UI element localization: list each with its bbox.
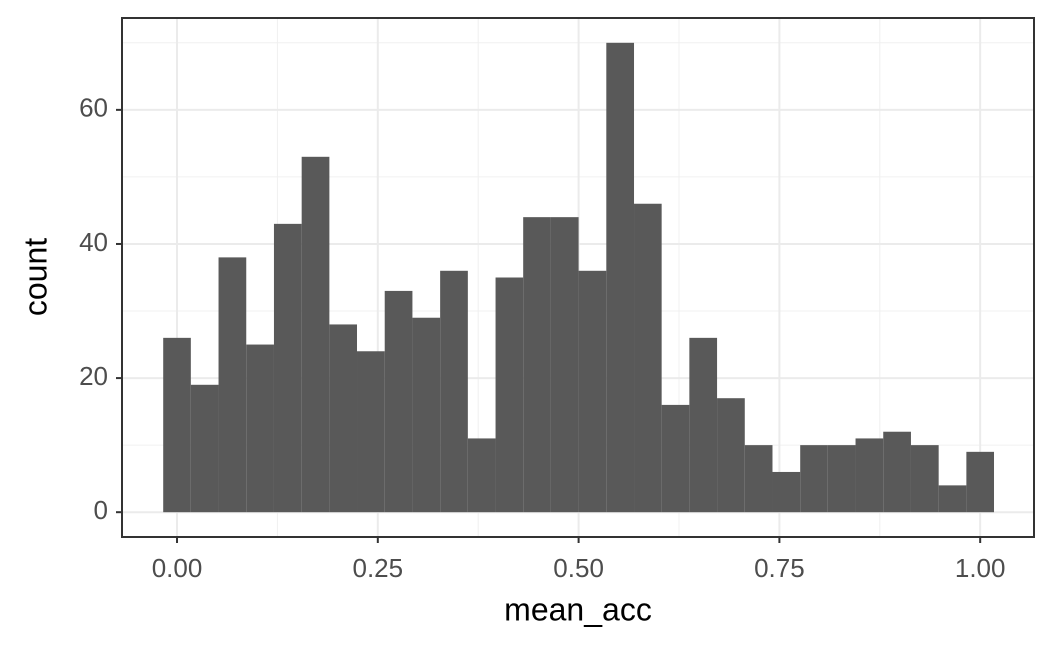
bar bbox=[163, 337, 191, 513]
y-tick-label: 60 bbox=[79, 93, 108, 123]
x-tick-label: 0.75 bbox=[754, 553, 805, 583]
bar bbox=[495, 277, 524, 513]
bar bbox=[384, 290, 413, 513]
bar bbox=[467, 438, 496, 513]
y-tick-label: 20 bbox=[79, 361, 108, 391]
y-tick-label: 0 bbox=[94, 495, 108, 525]
bar bbox=[523, 217, 551, 513]
bar bbox=[329, 324, 358, 513]
bar bbox=[883, 431, 911, 513]
x-tick-label: 1.00 bbox=[955, 553, 1006, 583]
bar bbox=[717, 398, 745, 513]
bar bbox=[246, 344, 274, 513]
x-tick-label: 0.50 bbox=[553, 553, 604, 583]
bar bbox=[800, 445, 828, 513]
bar bbox=[412, 317, 441, 513]
bar bbox=[357, 351, 385, 513]
bar bbox=[966, 451, 995, 513]
bar bbox=[938, 485, 967, 513]
bar bbox=[218, 257, 247, 513]
x-tick-label: 0.25 bbox=[353, 553, 404, 583]
bar bbox=[772, 471, 801, 513]
bar bbox=[855, 438, 884, 513]
panel-border bbox=[121, 17, 1035, 538]
bar bbox=[550, 217, 579, 513]
bar bbox=[689, 337, 718, 513]
bar bbox=[634, 203, 662, 513]
x-tick-label: 0.00 bbox=[152, 553, 203, 583]
bar bbox=[827, 445, 856, 513]
bar bbox=[661, 404, 690, 513]
bar bbox=[190, 384, 219, 513]
bar bbox=[440, 270, 468, 513]
bar bbox=[744, 445, 773, 513]
y-tick-label: 40 bbox=[79, 227, 108, 257]
y-axis-title: count bbox=[17, 238, 53, 316]
bar bbox=[910, 445, 939, 513]
bar bbox=[273, 223, 302, 513]
bar bbox=[578, 270, 607, 513]
bar bbox=[606, 42, 635, 513]
bar bbox=[301, 156, 330, 513]
x-axis-title: mean_acc bbox=[504, 591, 652, 627]
